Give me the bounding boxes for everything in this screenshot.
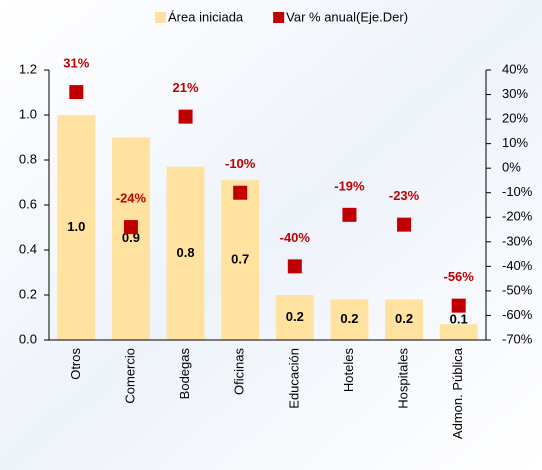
legend-label: Área iniciada [168, 9, 244, 24]
y2-tick-label: -60% [502, 307, 533, 322]
y-tick-label: 1.0 [19, 106, 37, 121]
bar-value-label: 0.2 [395, 311, 413, 326]
x-tick-label: Comercio [122, 348, 137, 404]
x-tick-label: Hoteles [341, 348, 356, 393]
marker [123, 220, 138, 235]
marker [178, 109, 193, 124]
bar [221, 180, 260, 340]
bar [166, 166, 205, 340]
bar [439, 324, 478, 340]
y2-tick-label: -10% [502, 184, 533, 199]
y2-tick-label: -40% [502, 258, 533, 273]
marker [233, 185, 248, 200]
marker [451, 298, 466, 313]
bar [330, 299, 369, 340]
bar-value-label: 0.1 [450, 311, 468, 326]
bar-value-label: 0.8 [177, 245, 195, 260]
y2-tick-label: 10% [502, 135, 528, 150]
x-tick-label: Educación [286, 348, 301, 409]
y2-tick-label: 0% [502, 160, 521, 175]
y2-tick-label: 20% [502, 111, 528, 126]
marker-value-label: -24% [116, 191, 147, 206]
y-tick-label: 0.2 [19, 286, 37, 301]
bar-value-label: 0.7 [231, 252, 249, 267]
marker [342, 207, 357, 222]
marker-value-label: -19% [334, 178, 365, 193]
y-tick-label: 0.8 [19, 151, 37, 166]
marker [287, 259, 302, 274]
y2-tick-label: -20% [502, 209, 533, 224]
y-tick-label: 0.0 [19, 331, 37, 346]
legend-label: Var % anual(Eje.Der) [286, 9, 408, 24]
y2-tick-label: 30% [502, 86, 528, 101]
marker-value-label: -23% [389, 188, 420, 203]
x-tick-label: Otros [68, 348, 83, 380]
x-tick-label: Hospitales [396, 348, 411, 409]
y2-tick-label: 40% [502, 61, 528, 76]
bar [385, 299, 424, 340]
x-tick-label: Oficinas [232, 348, 247, 395]
marker-value-label: -56% [444, 269, 475, 284]
y-tick-label: 1.2 [19, 61, 37, 76]
bar-value-label: 0.2 [340, 311, 358, 326]
x-tick-label: Admon. Pública [450, 347, 465, 439]
marker [69, 85, 84, 100]
bar [111, 137, 150, 340]
legend-swatch [273, 12, 285, 23]
x-tick-label: Bodegas [177, 348, 192, 400]
marker-value-label: 21% [173, 80, 199, 95]
bar [57, 115, 96, 340]
marker [397, 217, 412, 232]
y-tick-label: 0.6 [19, 196, 37, 211]
bar-value-label: 0.2 [286, 309, 304, 324]
legend-swatch [155, 12, 166, 23]
marker-value-label: -40% [280, 230, 311, 245]
y2-tick-label: -50% [502, 282, 533, 297]
y-tick-label: 0.4 [19, 241, 37, 256]
marker-value-label: -10% [225, 156, 256, 171]
bar-value-label: 1.0 [67, 219, 85, 234]
bar [275, 295, 314, 340]
y2-tick-label: -70% [502, 331, 533, 346]
y2-tick-label: -30% [502, 233, 533, 248]
marker-value-label: 31% [63, 56, 89, 71]
